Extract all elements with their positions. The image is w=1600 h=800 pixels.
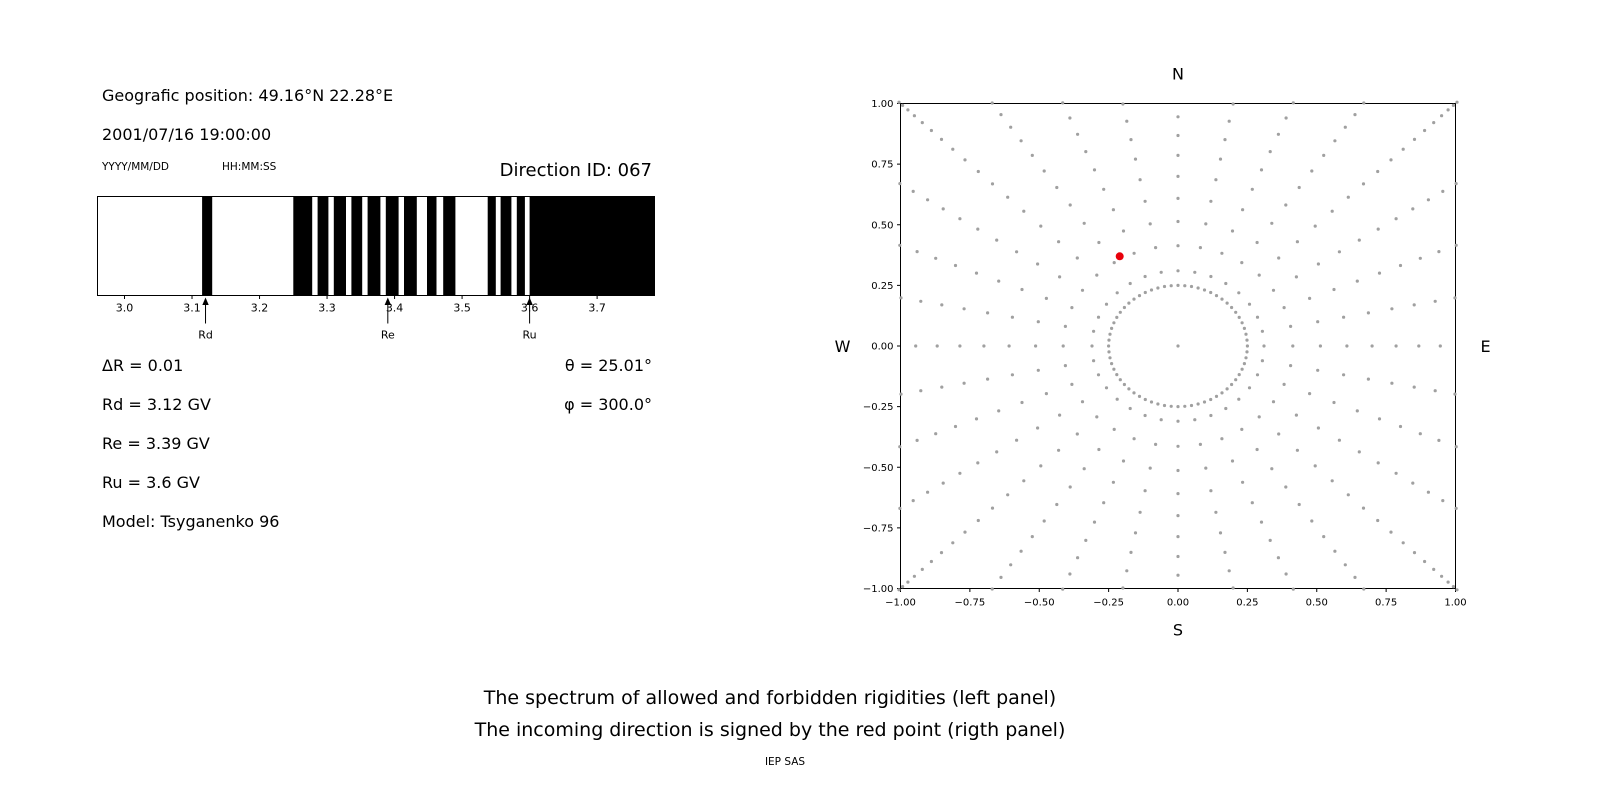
caption-line-1: The spectrum of allowed and forbidden ri… — [483, 687, 1057, 709]
spectrum-x-axis: 3.0 3.1 3.2 3.3 3.4 3.5 3.6 3.7 — [116, 295, 606, 315]
svg-text:Rd: Rd — [198, 329, 213, 342]
allowed-bands — [202, 197, 654, 295]
svg-text:0.00: 0.00 — [871, 342, 893, 353]
svg-text:−1.00: −1.00 — [863, 584, 894, 595]
incoming-direction-red-point — [1115, 252, 1124, 261]
theta-stat: θ = 25.01° — [564, 356, 652, 375]
svg-text:0.75: 0.75 — [1375, 598, 1397, 609]
svg-text:3.0: 3.0 — [116, 302, 134, 315]
svg-text:−0.25: −0.25 — [863, 402, 894, 413]
compass-label-north: N — [1172, 65, 1184, 84]
model-stat: Model: Tsyganenko 96 — [102, 512, 280, 531]
direction-scatter-chart: −1.00 −0.75 −0.50 −0.25 0.00 0.25 0.50 0.75 1.00… — [835, 65, 1491, 640]
svg-text:−0.50: −0.50 — [863, 463, 894, 474]
svg-text:−0.75: −0.75 — [863, 523, 894, 534]
svg-text:3.7: 3.7 — [588, 302, 606, 315]
svg-text:0.25: 0.25 — [1236, 598, 1258, 609]
geographic-position: Geografic position: 49.16°N 22.28°E — [102, 86, 394, 105]
svg-text:0.50: 0.50 — [871, 220, 893, 231]
svg-text:0.50: 0.50 — [1306, 598, 1328, 609]
svg-text:0.75: 0.75 — [871, 160, 893, 171]
direction-axes: −1.00 −0.75 −0.50 −0.25 0.00 0.25 0.50 0.75 1.00… — [863, 99, 1467, 609]
ru-stat: Ru = 3.6 GV — [102, 473, 200, 492]
svg-text:−0.50: −0.50 — [1024, 598, 1055, 609]
svg-text:0.25: 0.25 — [871, 281, 893, 292]
compass-label-east: E — [1480, 337, 1490, 356]
cutoff-markers: Rd Re Ru — [198, 297, 537, 342]
svg-text:Ru: Ru — [523, 329, 537, 342]
date-format-label: YYYY/MM/DD — [102, 161, 170, 173]
svg-text:−1.00: −1.00 — [885, 598, 916, 609]
svg-text:1.00: 1.00 — [871, 99, 893, 110]
svg-text:1.00: 1.00 — [1444, 598, 1466, 609]
svg-text:−0.25: −0.25 — [1093, 598, 1124, 609]
svg-text:0.00: 0.00 — [1167, 598, 1189, 609]
up-arrow-icon — [202, 297, 209, 305]
delta-r-stat: ΔR = 0.01 — [102, 356, 184, 375]
compass-label-west: W — [835, 337, 851, 356]
svg-text:−0.75: −0.75 — [955, 598, 986, 609]
credit-label: IEP SAS — [764, 756, 806, 768]
up-arrow-icon — [526, 297, 533, 305]
compass-label-south: S — [1173, 621, 1183, 640]
svg-text:Re: Re — [381, 329, 395, 342]
direction-id-label: Direction ID: 067 — [499, 160, 652, 181]
svg-text:3.5: 3.5 — [453, 302, 471, 315]
re-stat: Re = 3.39 GV — [102, 434, 210, 453]
phi-stat: φ = 300.0° — [564, 395, 652, 414]
svg-text:3.1: 3.1 — [183, 302, 201, 315]
svg-text:3.2: 3.2 — [251, 302, 269, 315]
time-format-label: HH:MM:SS — [222, 161, 277, 173]
up-arrow-icon — [384, 297, 392, 305]
svg-text:3.3: 3.3 — [318, 302, 336, 315]
rd-stat: Rd = 3.12 GV — [102, 395, 211, 414]
datetime-label: 2001/07/16 19:00:00 — [102, 125, 272, 144]
asymptotic-direction-dots — [897, 100, 1459, 592]
caption-line-2: The incoming direction is signed by the … — [474, 719, 1066, 741]
rigidity-spectrum-chart: 3.0 3.1 3.2 3.3 3.4 3.5 3.6 3.7Rd Re Ru — [97, 196, 655, 342]
